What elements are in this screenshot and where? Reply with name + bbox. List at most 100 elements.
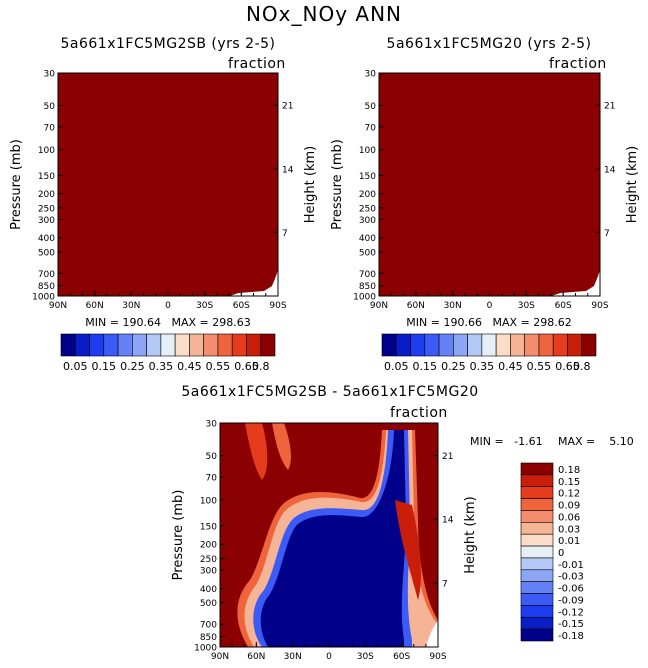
plot2-xtick-label: 30N <box>444 301 462 311</box>
plot2-ytick-right-label: 21 <box>604 102 615 112</box>
plot2-ytick-label: 150 <box>359 172 376 182</box>
plot3-ytick-label: 850 <box>200 633 217 643</box>
plot3-ytick-label: 70 <box>206 474 218 484</box>
plot2-ytick-label: 50 <box>365 102 377 112</box>
plot3-colorbar-cell <box>520 486 554 499</box>
plot3-colorbar-label: -0.03 <box>558 572 584 583</box>
plot3-units: fraction <box>390 405 448 421</box>
plot1-colorbar-cell <box>117 333 133 357</box>
plot3-ytick-label: 50 <box>206 452 218 462</box>
plot3-ytick-label: 200 <box>200 541 217 551</box>
plot2-ytick-label: 700 <box>359 270 376 280</box>
plot3-group <box>220 423 438 647</box>
plot3-xtick-label: 30S <box>357 652 374 662</box>
plot1-title: 5a661x1FC5MG2SB (yrs 2-5) <box>60 36 276 52</box>
plot1-units: fraction <box>228 56 286 72</box>
plot2-ytick-right-label: 7 <box>604 229 610 239</box>
plot3-title: 5a661x1FC5MG2SB - 5a661x1FC5MG20 <box>181 384 479 400</box>
plot2-title: 5a661x1FC5MG20 (yrs 2-5) <box>386 36 592 52</box>
plot2-colorbar-cell <box>424 333 440 357</box>
plot3-fields <box>220 423 438 647</box>
plot3-stat-min: MIN = -1.61 <box>470 435 543 448</box>
plot1-colorbar-cell <box>174 333 190 357</box>
plot3-ytick-label: 300 <box>200 567 217 577</box>
plot1-ytick-label: 50 <box>44 102 56 112</box>
plot1-ytick-label: 70 <box>44 123 56 133</box>
plot2-colorbar-cell <box>510 333 525 357</box>
plot3-colorbar-cell <box>520 581 554 594</box>
plot1-ytick-label: 850 <box>38 282 55 292</box>
plot2-colorbar-cell <box>481 333 497 357</box>
plot3-colorbar-label: 0.01 <box>558 536 580 547</box>
plot1-ylabel: Pressure (mb) <box>9 139 24 230</box>
plot3-colorbar-cell <box>520 628 554 642</box>
plot3-stripe-2 <box>272 423 291 470</box>
plot2-stats: MIN = 190.66 MAX = 298.62 <box>406 316 572 329</box>
plot3-xtick-label: 60N <box>247 652 265 662</box>
plot2-missing-region <box>551 270 600 296</box>
plot2-xtick-label: 90N <box>370 301 388 311</box>
plot1-xtick-label: 30N <box>122 301 140 311</box>
plot1-ytick-label: 100 <box>38 146 55 156</box>
plot1-ytick-right-label: 7 <box>282 229 288 239</box>
plot3-xtick-label: 60S <box>393 652 410 662</box>
plot3-colorbar-cell <box>520 510 554 523</box>
plot3-colorbar-cell <box>520 569 554 582</box>
plot2-colorbar-label: 0.25 <box>441 360 466 373</box>
plot2-ytick-label: 300 <box>359 216 376 226</box>
plot3-ytick-right-label: 14 <box>442 516 454 526</box>
plot1-colorbar-label: 0.15 <box>92 360 117 373</box>
plot2-ytick-label: 1000 <box>353 293 376 303</box>
plot3-ytick-label: 400 <box>200 585 217 595</box>
plot1-ytick-label: 300 <box>38 216 55 226</box>
plot2-colorbar-cell <box>438 333 454 357</box>
plot1-colorbar-cell <box>160 333 176 357</box>
plot2-colorbar-label: 0.55 <box>527 360 552 373</box>
plot1-ylabel-right: Height (km) <box>303 146 318 223</box>
plot3-stripe-1 <box>245 423 268 480</box>
plot2-ytick-label: 70 <box>365 123 377 133</box>
plot2-xtick-label: 60S <box>555 301 572 311</box>
plot2-colorbar-label: 0.15 <box>413 360 438 373</box>
plot3-ytick-label: 150 <box>200 522 217 532</box>
plot3-xtick-label: 30N <box>284 652 302 662</box>
plot3-missing-region <box>426 620 438 647</box>
plot1-colorbar-cell <box>103 333 119 357</box>
plot1-colorbar-cell <box>89 333 105 357</box>
plot3-xtick-label: 90N <box>211 652 229 662</box>
plot2-colorbar-cell <box>453 333 468 357</box>
plot2-fill <box>379 73 600 296</box>
plot1-xtick-label: 90S <box>269 301 286 311</box>
plot2-colorbar-cell <box>495 333 511 357</box>
plot1-ytick-label: 700 <box>38 270 55 280</box>
plot1-colorbar-label: 0.25 <box>120 360 145 373</box>
plot1-ytick-right-label: 21 <box>282 102 293 112</box>
plot1-xtick-label: 0 <box>165 301 171 311</box>
plot1-colorbar-cell <box>246 333 262 357</box>
plot3-colorbar-label: -0.09 <box>558 595 584 606</box>
plot3-ylabel: Pressure (mb) <box>171 490 186 581</box>
plot2-ytick-label: 250 <box>359 204 376 214</box>
plot2-ytick-label: 850 <box>359 282 376 292</box>
plot1-group <box>58 73 278 296</box>
plot1-colorbar-cell <box>60 333 76 357</box>
plot3-ytick-label: 700 <box>200 621 217 631</box>
plot2-ytick-label: 400 <box>359 234 376 244</box>
plot2-units: fraction <box>549 56 607 72</box>
plot3-colorbar-label: -0.15 <box>558 619 584 630</box>
plot2-xtick-label: 0 <box>487 301 493 311</box>
plot1-colorbar-label: 0.55 <box>206 360 231 373</box>
plot3-colorbar-cell <box>520 545 554 559</box>
plot2-ylabel: Pressure (mb) <box>330 139 345 230</box>
plot1-colorbar-cell <box>146 333 162 357</box>
plot1-ytick-label: 30 <box>44 70 56 80</box>
plot2-colorbar-cell <box>467 333 483 357</box>
plot3-south-band <box>395 500 421 600</box>
plot3-colorbar-label: 0.09 <box>558 501 580 512</box>
plot1-colorbar-cell <box>231 333 247 357</box>
plot1-xtick-label: 30S <box>196 301 213 311</box>
plot2-colorbar-cell <box>567 333 583 357</box>
plot2-colorbar-label: 0.35 <box>470 360 495 373</box>
plot3-colorbar-label: -0.12 <box>558 607 584 618</box>
plot3-colorbar-label: 0.12 <box>558 489 580 500</box>
